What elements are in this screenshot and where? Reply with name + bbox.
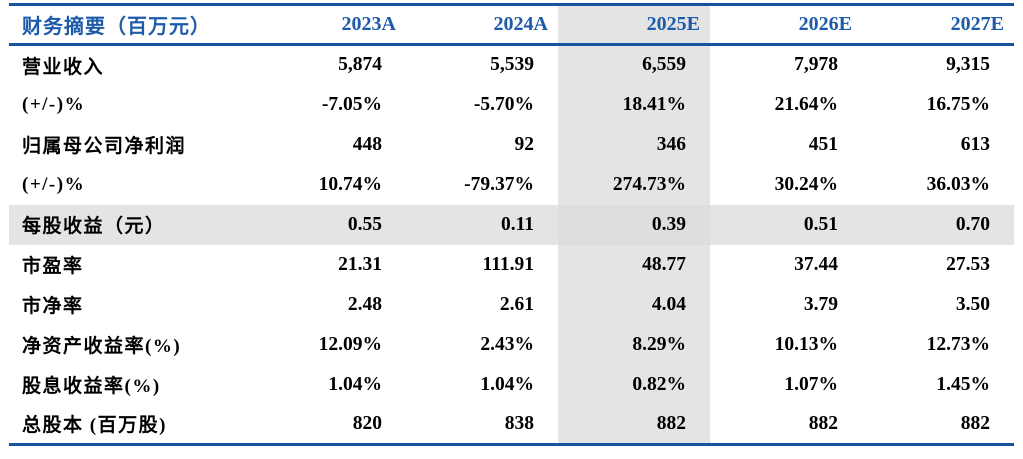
cell-value: 1.04% <box>328 373 382 395</box>
cell-value: 613 <box>960 133 990 155</box>
cell-value: 346 <box>558 124 710 165</box>
cell-value: 21.31 <box>338 253 382 275</box>
financial-summary-page: 财务摘要（百万元） 2023A 2024A 2025E 2026E 2027E … <box>9 3 1014 446</box>
cell-value: 92 <box>514 133 535 155</box>
table-row-roe: 净资产收益率(%) 12.09% 2.43% 8.29% 10.13% 12.7… <box>9 324 1014 365</box>
cell-value: 7,978 <box>794 54 838 76</box>
row-label: 每股收益（元） <box>9 204 254 245</box>
cell-value: 16.75% <box>926 93 990 115</box>
cell-value: 9,315 <box>946 54 990 76</box>
cell-value: 5,874 <box>338 54 382 76</box>
table-row-pe: 市盈率 21.31 111.91 48.77 37.44 27.53 <box>9 244 1014 285</box>
table-row-eps: 每股收益（元） 0.55 0.11 0.39 0.51 0.70 <box>9 204 1014 245</box>
cell-value: 18.41% <box>558 84 710 125</box>
cell-value: -79.37% <box>464 173 534 195</box>
col-header-2023a: 2023A <box>254 4 406 46</box>
cell-value: 820 <box>352 412 382 434</box>
table-row-dividend-yield: 股息收益率(%) 1.04% 1.04% 0.82% 1.07% 1.45% <box>9 364 1014 405</box>
cell-value: 8.29% <box>558 324 710 365</box>
cell-value: 111.91 <box>482 253 534 275</box>
cell-value: 0.39 <box>558 204 710 245</box>
cell-value: 838 <box>504 412 534 434</box>
cell-value: 21.64% <box>774 93 838 115</box>
cell-value: 36.03% <box>926 173 990 195</box>
cell-value: -7.05% <box>321 93 382 115</box>
cell-value: 882 <box>808 412 838 434</box>
financial-summary-table: 财务摘要（百万元） 2023A 2024A 2025E 2026E 2027E … <box>9 3 1014 446</box>
cell-value: 37.44 <box>794 253 838 275</box>
cell-value: 2.43% <box>480 333 534 355</box>
cell-value: 27.53 <box>946 253 990 275</box>
cell-value: 5,539 <box>490 54 534 76</box>
cell-value: 1.04% <box>480 373 534 395</box>
cell-value: 0.70 <box>862 204 1014 245</box>
cell-value: 10.13% <box>774 333 838 355</box>
cell-value: 0.55 <box>254 204 406 245</box>
header-row: 财务摘要（百万元） 2023A 2024A 2025E 2026E 2027E <box>9 4 1014 46</box>
cell-value: 274.73% <box>558 164 710 205</box>
cell-value: 882 <box>960 412 990 434</box>
table-row-pb: 市净率 2.48 2.61 4.04 3.79 3.50 <box>9 284 1014 325</box>
table-row-revenue: 营业收入 5,874 5,539 6,559 7,978 9,315 <box>9 44 1014 85</box>
col-header-2024a: 2024A <box>406 4 558 46</box>
col-header-2027e: 2027E <box>862 4 1014 46</box>
cell-value: 4.04 <box>558 284 710 325</box>
cell-value: 12.09% <box>318 333 382 355</box>
row-label: 归属母公司净利润 <box>22 136 187 157</box>
cell-value: 1.07% <box>784 373 838 395</box>
row-label: 营业收入 <box>22 56 105 78</box>
row-label: 市净率 <box>22 296 84 317</box>
cell-value: -5.70% <box>473 93 534 115</box>
cell-value: 6,559 <box>558 44 710 85</box>
cell-value: 2.61 <box>499 293 534 315</box>
cell-value: 10.74% <box>318 173 382 195</box>
cell-value: 448 <box>352 133 382 155</box>
cell-value: 2.48 <box>347 293 382 315</box>
table-row-profit-growth: (+/-)% 10.74% -79.37% 274.73% 30.24% 36.… <box>9 164 1014 205</box>
cell-value: 48.77 <box>558 244 710 285</box>
cell-value: 882 <box>558 404 710 445</box>
table-title: 财务摘要（百万元） <box>9 4 254 46</box>
table-row-revenue-growth: (+/-)% -7.05% -5.70% 18.41% 21.64% 16.75… <box>9 84 1014 125</box>
col-header-2026e: 2026E <box>710 4 862 46</box>
cell-value: 0.51 <box>710 204 862 245</box>
cell-value: 1.45% <box>936 373 990 395</box>
cell-value: 3.79 <box>803 293 838 315</box>
row-label: (+/-)% <box>22 93 86 115</box>
cell-value: 30.24% <box>774 173 838 195</box>
row-label: 市盈率 <box>22 256 84 277</box>
table-row-net-profit: 归属母公司净利润 448 92 346 451 613 <box>9 124 1014 165</box>
table-row-total-shares: 总股本 (百万股) 820 838 882 882 882 <box>9 404 1014 445</box>
col-header-2025e: 2025E <box>558 4 710 46</box>
row-label: 总股本 (百万股) <box>22 415 167 437</box>
cell-value: 3.50 <box>955 293 990 315</box>
cell-value: 0.11 <box>406 204 558 245</box>
row-label: 股息收益率(%) <box>22 376 161 397</box>
row-label: 净资产收益率(%) <box>22 336 182 357</box>
cell-value: 0.82% <box>558 364 710 405</box>
cell-value: 12.73% <box>926 333 990 355</box>
row-label: (+/-)% <box>22 173 86 195</box>
cell-value: 451 <box>808 133 838 155</box>
